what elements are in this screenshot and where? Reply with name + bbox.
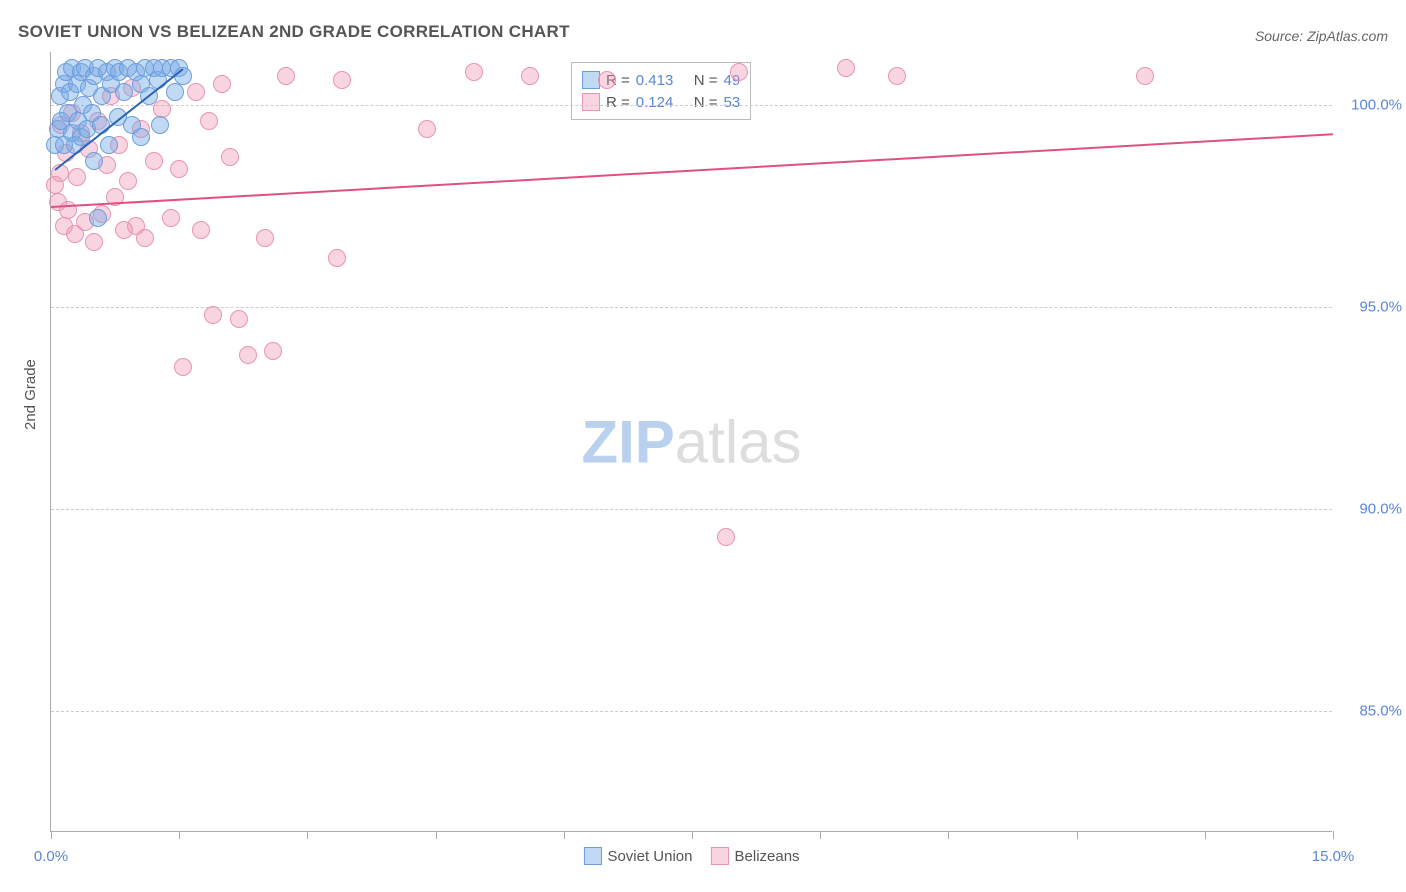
data-point-a (132, 128, 150, 146)
data-point-b (888, 67, 906, 85)
data-point-b (333, 71, 351, 89)
data-point-b (264, 342, 282, 360)
data-point-b (465, 63, 483, 81)
x-tick (564, 831, 565, 839)
data-point-b (328, 249, 346, 267)
x-tick-label: 15.0% (1312, 848, 1355, 865)
x-tick (179, 831, 180, 839)
gridline-h (51, 509, 1332, 510)
stats-r-value: 0.124 (636, 94, 688, 111)
data-point-b (717, 528, 735, 546)
data-point-b (213, 75, 231, 93)
data-point-b (170, 160, 188, 178)
chart-source: Source: ZipAtlas.com (1255, 28, 1388, 44)
x-tick (51, 831, 52, 839)
x-tick (307, 831, 308, 839)
data-point-a (85, 152, 103, 170)
y-tick-label: 100.0% (1342, 96, 1402, 113)
data-point-b (119, 172, 137, 190)
data-point-b (136, 229, 154, 247)
data-point-a (100, 136, 118, 154)
legend-swatch (582, 93, 600, 111)
watermark: ZIPatlas (581, 407, 801, 476)
data-point-b (418, 120, 436, 138)
data-point-b (68, 168, 86, 186)
bottom-legend: Soviet Union Belizeans (583, 847, 799, 865)
legend-swatch (711, 847, 729, 865)
data-point-a (151, 116, 169, 134)
legend-label: Belizeans (735, 848, 800, 865)
y-tick-label: 95.0% (1342, 298, 1402, 315)
stats-r-label: R = (606, 94, 630, 111)
data-point-b (221, 148, 239, 166)
data-point-b (277, 67, 295, 85)
data-point-b (730, 63, 748, 81)
data-point-b (1136, 67, 1154, 85)
data-point-b (187, 83, 205, 101)
data-point-b (256, 229, 274, 247)
legend-item: Belizeans (711, 847, 800, 865)
stats-n-value: 53 (724, 94, 741, 111)
data-point-b (204, 306, 222, 324)
data-point-b (59, 201, 77, 219)
data-point-a (89, 209, 107, 227)
chart-title: SOVIET UNION VS BELIZEAN 2ND GRADE CORRE… (18, 22, 570, 42)
data-point-b (230, 310, 248, 328)
watermark-atlas: atlas (675, 408, 802, 475)
x-tick (436, 831, 437, 839)
x-tick (1333, 831, 1334, 839)
legend-item: Soviet Union (583, 847, 692, 865)
x-tick (820, 831, 821, 839)
x-tick (692, 831, 693, 839)
legend-swatch (583, 847, 601, 865)
plot-area: ZIPatlas R =0.413N =49R =0.124N =53 Sovi… (50, 52, 1332, 832)
data-point-b (192, 221, 210, 239)
data-point-a (166, 83, 184, 101)
x-tick (948, 831, 949, 839)
y-axis-label: 2nd Grade (22, 359, 39, 430)
stats-n-label: N = (694, 94, 718, 111)
data-point-b (521, 67, 539, 85)
data-point-b (85, 233, 103, 251)
stats-r-value: 0.413 (636, 72, 688, 89)
gridline-h (51, 711, 1332, 712)
x-tick (1077, 831, 1078, 839)
data-point-a (115, 83, 133, 101)
y-tick-label: 90.0% (1342, 500, 1402, 517)
stats-n-label: N = (694, 72, 718, 89)
stats-row: R = 0.124 N = 53 (582, 91, 740, 113)
x-tick (1205, 831, 1206, 839)
trendline-b (51, 133, 1333, 208)
data-point-b (145, 152, 163, 170)
stats-legend: R =0.413N =49R =0.124N =53 (571, 62, 751, 120)
data-point-b (239, 346, 257, 364)
data-point-b (837, 59, 855, 77)
data-point-b (162, 209, 180, 227)
gridline-h (51, 105, 1332, 106)
legend-label: Soviet Union (607, 848, 692, 865)
gridline-h (51, 307, 1332, 308)
data-point-b (598, 71, 616, 89)
x-tick-label: 0.0% (34, 848, 68, 865)
watermark-zip: ZIP (581, 408, 674, 475)
y-tick-label: 85.0% (1342, 702, 1402, 719)
data-point-b (174, 358, 192, 376)
data-point-b (200, 112, 218, 130)
